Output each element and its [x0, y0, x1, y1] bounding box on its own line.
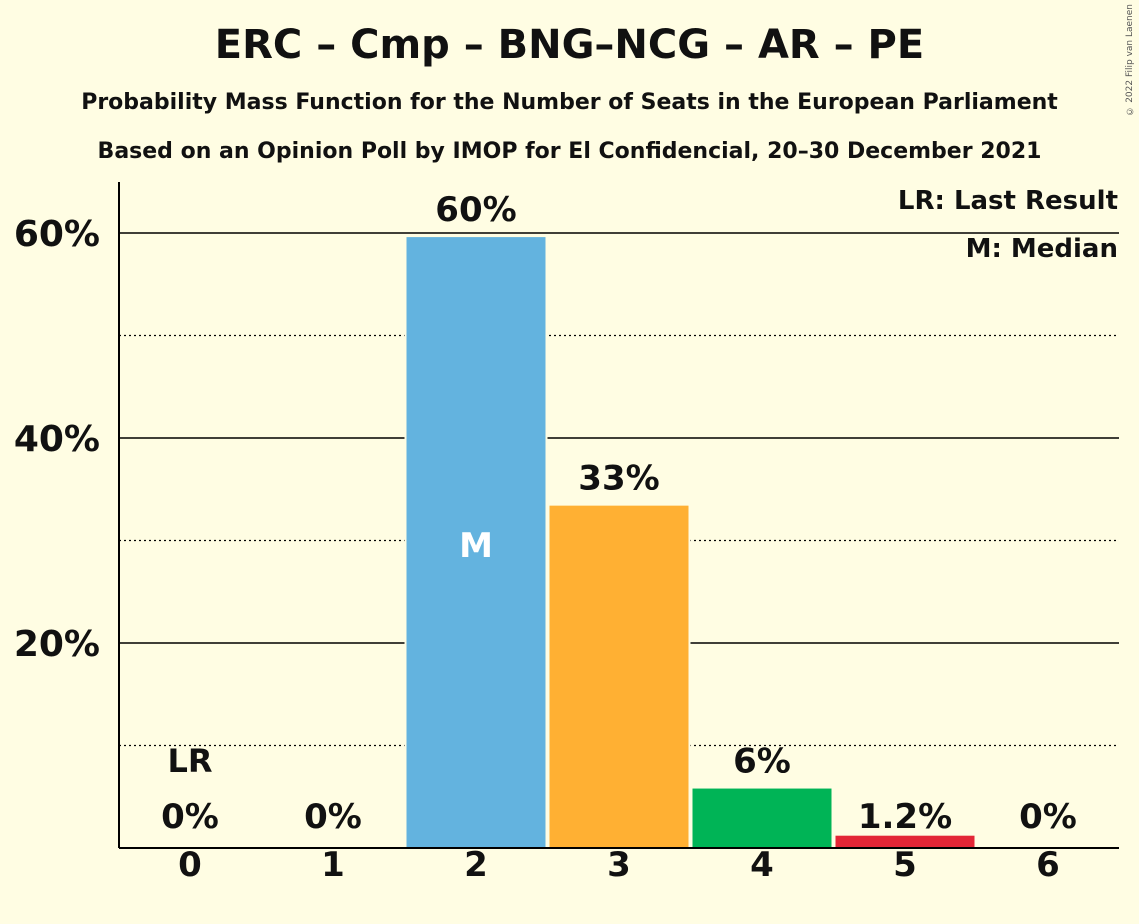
bar-value-label: 0% [304, 797, 362, 837]
bar-separator [831, 786, 834, 848]
bar-value-label: 33% [578, 459, 659, 499]
x-tick-label: 5 [893, 845, 917, 885]
bar-value-label: 0% [1019, 797, 1077, 837]
x-tick-label: 6 [1036, 845, 1060, 885]
bar [692, 788, 832, 848]
bar [835, 835, 975, 848]
x-tick-label: 1 [321, 845, 345, 885]
median-marker: M [459, 526, 493, 566]
legend-last-result: LR: Last Result [898, 186, 1118, 216]
y-tick-label: 40% [14, 419, 100, 460]
bar-separator [545, 235, 548, 849]
bar [549, 505, 689, 848]
bar-value-label: 6% [733, 742, 791, 782]
bar-separator [688, 503, 691, 848]
chart-title: ERC – Cmp – BNG–NCG – AR – PE [214, 22, 925, 68]
bar-separator [974, 833, 977, 848]
legend-median: M: Median [966, 234, 1118, 264]
x-tick-label: 0 [178, 845, 202, 885]
chart-subtitle-poll: Based on an Opinion Poll by IMOP for El … [97, 139, 1042, 164]
y-tick-label: 20% [14, 624, 100, 665]
x-tick-label: 3 [607, 845, 631, 885]
bar-separator [404, 235, 407, 849]
bar-value-label: 1.2% [858, 797, 952, 837]
x-tick-label: 2 [464, 845, 488, 885]
y-tick-label: 60% [14, 214, 100, 255]
bar-separator [833, 833, 836, 848]
bar-separator [547, 503, 550, 848]
bar [406, 237, 546, 849]
x-tick-label: 4 [750, 845, 774, 885]
bar-value-label: 60% [435, 190, 516, 230]
bar-value-label: 0% [161, 797, 219, 837]
bar-separator [690, 786, 693, 848]
chart-subtitle-method: Probability Mass Function for the Number… [81, 90, 1058, 115]
last-result-marker: LR [167, 742, 212, 780]
